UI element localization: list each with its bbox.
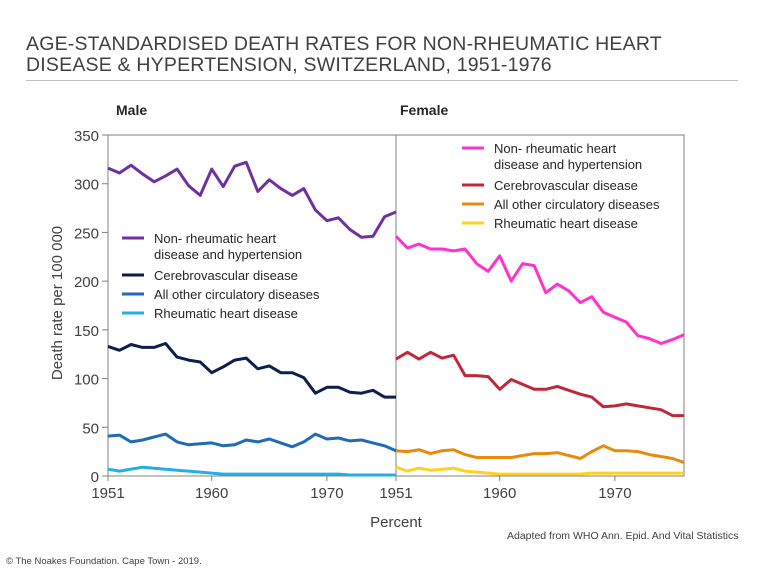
series-line-female-1 (394, 235, 685, 345)
legend-label-male-1-cont: disease and hypertension (154, 247, 302, 262)
panel-title-female: Female (400, 102, 448, 118)
x-tick-label: 1960 (483, 485, 516, 502)
series-line-male-4 (107, 465, 396, 477)
legend-label-male-4: Rheumatic heart disease (154, 306, 298, 321)
x-tick-label: 1970 (310, 485, 343, 502)
y-tick-label: 300 (74, 177, 99, 194)
x-tick-label: 1951 (91, 485, 124, 502)
legend-label-female-4: Rheumatic heart disease (494, 216, 638, 231)
series-line-female-3 (395, 444, 685, 464)
series-line-male-1 (107, 160, 397, 239)
y-tick-label: 250 (74, 225, 99, 242)
series-line-female-4 (395, 465, 684, 476)
y-tick-label: 50 (82, 420, 99, 437)
title-line-2: DISEASE & HYPERTENSION, SWITZERLAND, 195… (26, 54, 552, 76)
y-tick-label: 100 (74, 372, 99, 389)
legend-label-female-1: Non- rheumatic heart (494, 141, 616, 156)
y-tick-label: 150 (74, 323, 99, 340)
series-line-male-3 (107, 432, 397, 453)
legend-label-male-2: Cerebrovascular disease (154, 268, 298, 283)
x-tick-label: 1951 (379, 485, 412, 502)
copyright-note: © The Noakes Foundation. Cape Town - 201… (6, 556, 202, 567)
series-line-female-2 (395, 350, 684, 418)
legend-label-female-1-cont: disease and hypertension (494, 157, 642, 172)
source-note: Adapted from WHO Ann. Epid. And Vital St… (507, 530, 739, 542)
x-tick-label: 1960 (195, 485, 228, 502)
legend-label-female-2: Cerebrovascular disease (494, 178, 638, 193)
legend-label-male-1: Non- rheumatic heart (154, 231, 276, 246)
title-line-1: AGE-STANDARDISED DEATH RATES FOR NON-RHE… (26, 33, 662, 55)
chart-title: AGE-STANDARDISED DEATH RATES FOR NON-RHE… (26, 34, 746, 76)
y-tick-label: 350 (74, 128, 99, 145)
plot-area: 0 50 100 150 200 250 300 350 1951 1960 1970 Non- rh… (74, 128, 685, 502)
y-tick-label: 0 (91, 469, 99, 486)
x-tick-label: 1970 (598, 485, 631, 502)
title-divider (26, 80, 738, 81)
legend-label-female-3: All other circulatory diseases (494, 197, 660, 212)
legend-label-male-3: All other circulatory diseases (154, 287, 320, 302)
y-axis-label: Death rate per 100 000 (49, 226, 66, 380)
series-line-male-2 (107, 342, 396, 399)
panel-title-male: Male (116, 102, 147, 118)
y-tick-label: 200 (74, 274, 99, 291)
x-axis-label: Percent (370, 514, 423, 531)
panel-frame-female (395, 134, 685, 477)
